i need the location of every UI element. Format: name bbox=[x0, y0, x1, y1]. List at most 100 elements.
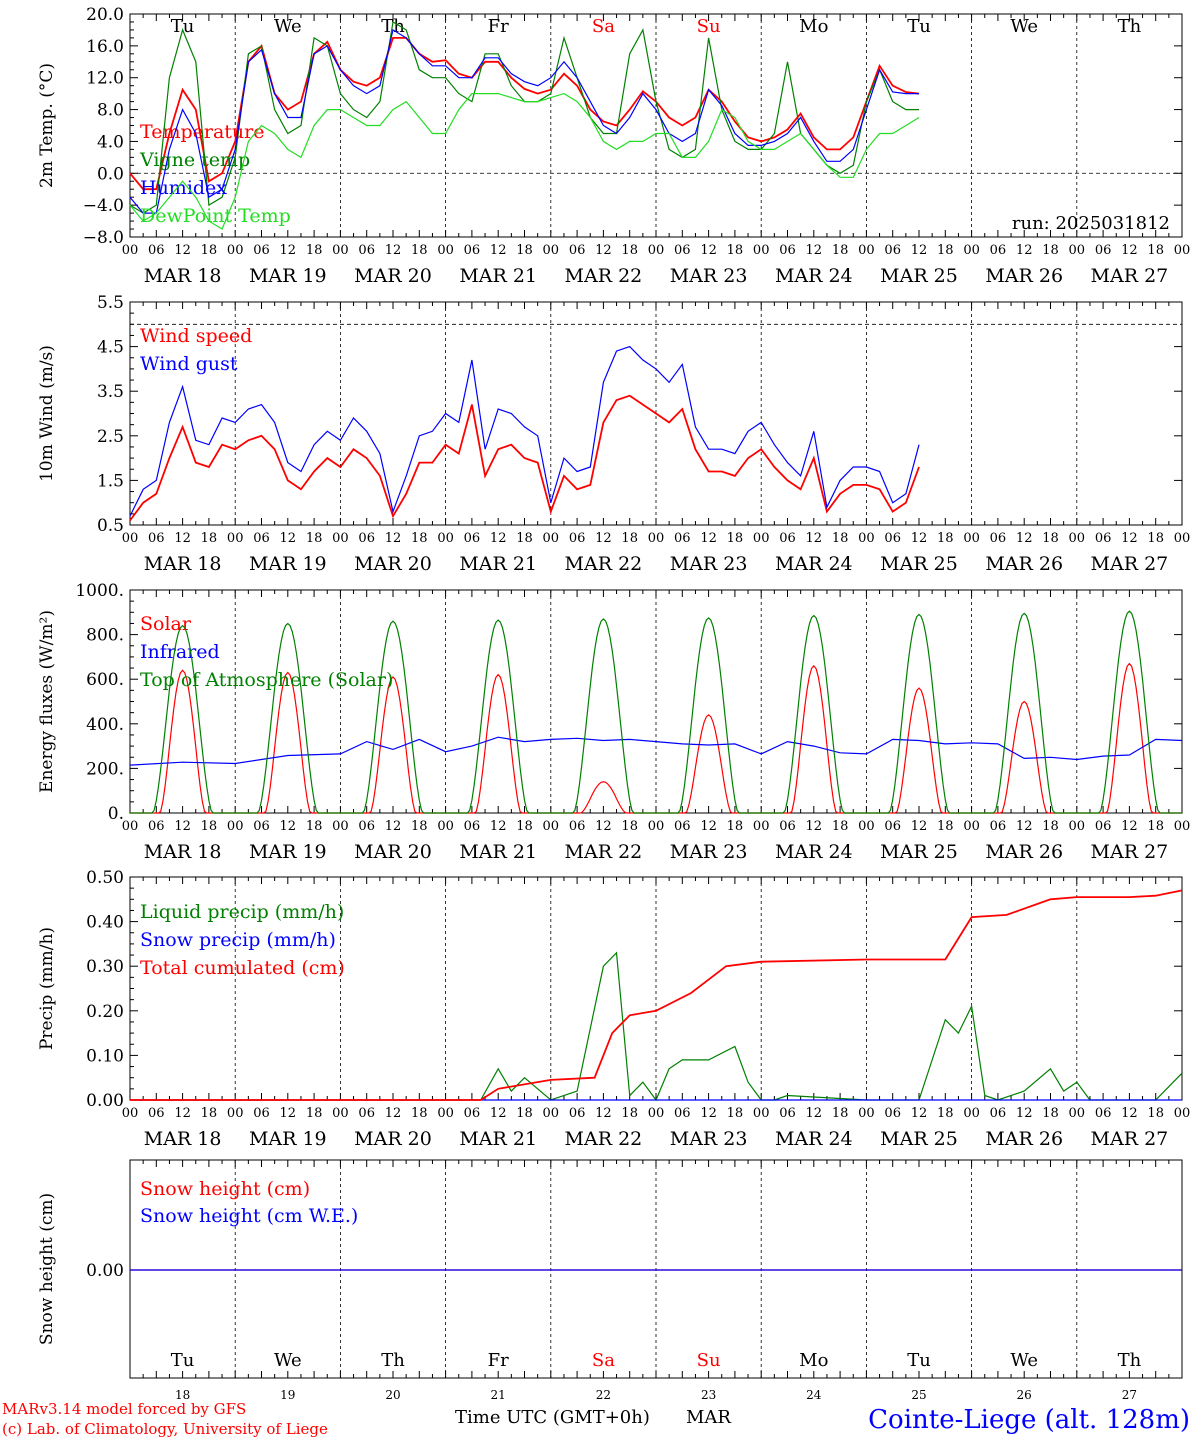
panel-2: 00 06 12 18 MAR 18 00 06 12 18 MAR 19 00 06 12 18 MAR … bbox=[37, 293, 1190, 575]
y-tick-label: 1.5 bbox=[97, 471, 124, 491]
legend-entry: Snow height (cm W.E.) bbox=[140, 1205, 358, 1227]
weekday-label: Th bbox=[1118, 1350, 1142, 1371]
legend-entry: Snow precip (mm/h) bbox=[140, 929, 336, 951]
date-label: MAR 25 bbox=[880, 1128, 958, 1150]
weekday-label: Su bbox=[697, 16, 721, 37]
hour-tick-label: 06 bbox=[990, 243, 1007, 258]
day-number: 22 bbox=[596, 1388, 611, 1402]
run-label: run: 2025031812 bbox=[1012, 213, 1170, 234]
hour-tick-label: 06 bbox=[464, 531, 481, 546]
hour-tick-label: 18 bbox=[621, 243, 638, 258]
date-label: MAR 23 bbox=[670, 841, 748, 863]
hour-tick-label: 00 bbox=[543, 1106, 560, 1121]
hour-tick-label: 18 bbox=[201, 1106, 218, 1121]
hour-tick-label: 00 bbox=[437, 819, 454, 834]
y-tick-label: 0.5 bbox=[97, 516, 124, 536]
hour-tick-label: 06 bbox=[464, 819, 481, 834]
hour-tick-label: 18 bbox=[832, 819, 849, 834]
weekday-label: We bbox=[1010, 16, 1038, 37]
y-tick-label: 3.5 bbox=[97, 382, 124, 402]
date-label: MAR 26 bbox=[985, 265, 1063, 287]
hour-tick-label: 00 bbox=[1174, 531, 1191, 546]
panels: 00 06 12 18 MAR 18 00 06 12 18 MAR 19 00 06 12 18 MAR … bbox=[37, 5, 1190, 1402]
y-tick-label: 600. bbox=[86, 670, 124, 690]
hour-tick-label: 06 bbox=[1095, 819, 1112, 834]
date-label: MAR 19 bbox=[249, 553, 327, 575]
hour-tick-label: 06 bbox=[148, 1106, 165, 1121]
date-label: MAR 24 bbox=[775, 841, 853, 863]
legend-entry: Humidex bbox=[140, 177, 227, 199]
panel-1: 00 06 12 18 MAR 18 00 06 12 18 MAR 19 00 06 12 18 MAR … bbox=[37, 5, 1190, 287]
hour-tick-label: 18 bbox=[937, 819, 954, 834]
date-label: MAR 18 bbox=[144, 1128, 222, 1150]
hour-tick-label: 06 bbox=[569, 531, 586, 546]
hour-tick-label: 12 bbox=[595, 531, 612, 546]
hour-tick-label: 00 bbox=[1069, 243, 1086, 258]
hour-tick-label: 18 bbox=[1147, 819, 1164, 834]
hour-tick-label: 12 bbox=[1121, 243, 1138, 258]
weekday-label: Mo bbox=[799, 1350, 828, 1371]
hour-tick-label: 00 bbox=[227, 1106, 244, 1121]
hour-tick-label: 06 bbox=[990, 1106, 1007, 1121]
hour-tick-label: 18 bbox=[201, 819, 218, 834]
hour-tick-label: 12 bbox=[806, 819, 823, 834]
hour-tick-label: 18 bbox=[411, 819, 428, 834]
hour-tick-label: 00 bbox=[332, 243, 349, 258]
hour-tick-label: 00 bbox=[753, 531, 770, 546]
hour-tick-label: 00 bbox=[963, 531, 980, 546]
y-axis-label: 10m Wind (m/s) bbox=[37, 345, 57, 482]
hour-tick-label: 00 bbox=[332, 531, 349, 546]
hour-tick-label: 00 bbox=[963, 819, 980, 834]
hour-tick-label: 18 bbox=[621, 819, 638, 834]
y-tick-label: 0.40 bbox=[86, 913, 124, 933]
hour-tick-label: 00 bbox=[858, 243, 875, 258]
hour-tick-label: 00 bbox=[648, 531, 665, 546]
date-label: MAR 21 bbox=[459, 1128, 537, 1150]
hour-tick-label: 12 bbox=[280, 819, 297, 834]
hour-tick-label: 18 bbox=[411, 1106, 428, 1121]
hour-tick-label: 12 bbox=[1121, 1106, 1138, 1121]
hour-tick-label: 00 bbox=[437, 243, 454, 258]
hour-tick-label: 06 bbox=[990, 819, 1007, 834]
date-label: MAR 22 bbox=[565, 553, 643, 575]
hour-tick-label: 18 bbox=[306, 243, 323, 258]
hour-tick-label: 00 bbox=[122, 1106, 139, 1121]
weekday-label: Sa bbox=[592, 16, 615, 37]
weekday-label: Th bbox=[381, 1350, 405, 1371]
series-line bbox=[129, 28, 919, 214]
date-label: MAR 25 bbox=[880, 265, 958, 287]
hour-tick-label: 00 bbox=[1069, 819, 1086, 834]
date-label: MAR 26 bbox=[985, 841, 1063, 863]
hour-tick-label: 06 bbox=[569, 819, 586, 834]
hour-tick-label: 12 bbox=[806, 1106, 823, 1121]
hour-tick-label: 12 bbox=[280, 531, 297, 546]
date-label: MAR 24 bbox=[775, 265, 853, 287]
y-axis-label: Snow height (cm) bbox=[37, 1193, 57, 1345]
hour-tick-label: 06 bbox=[884, 243, 901, 258]
y-tick-label: 0. bbox=[108, 804, 124, 824]
hour-tick-label: 12 bbox=[174, 819, 191, 834]
hour-tick-label: 06 bbox=[253, 1106, 270, 1121]
date-label: MAR 18 bbox=[144, 553, 222, 575]
legend-entry: Total cumulated (cm) bbox=[140, 957, 345, 979]
weekday-label: We bbox=[274, 16, 302, 37]
hour-tick-label: 06 bbox=[779, 243, 796, 258]
hour-tick-label: 12 bbox=[385, 819, 402, 834]
hour-tick-label: 06 bbox=[674, 531, 691, 546]
hour-tick-label: 06 bbox=[148, 819, 165, 834]
date-label: MAR 21 bbox=[459, 841, 537, 863]
day-number: 19 bbox=[280, 1388, 295, 1402]
y-tick-label: 8.0 bbox=[97, 101, 124, 121]
hour-tick-label: 12 bbox=[806, 243, 823, 258]
hour-tick-label: 00 bbox=[753, 1106, 770, 1121]
date-label: MAR 27 bbox=[1091, 553, 1169, 575]
hour-tick-label: 18 bbox=[621, 1106, 638, 1121]
legend-entry: Solar bbox=[140, 613, 192, 635]
hour-tick-label: 12 bbox=[700, 1106, 717, 1121]
hour-tick-label: 18 bbox=[1147, 1106, 1164, 1121]
hour-tick-label: 12 bbox=[174, 1106, 191, 1121]
panel-5: Tu 18 We 19 Th 20 Fr 21 Sa 22 Su 23 Mo 24 Tu 25 We 26 Th 27… bbox=[37, 1159, 1183, 1402]
day-number: 27 bbox=[1122, 1388, 1137, 1402]
station-title: Cointe-Liege (alt. 128m) bbox=[868, 1405, 1190, 1435]
legend-entry: Infrared bbox=[140, 641, 220, 663]
